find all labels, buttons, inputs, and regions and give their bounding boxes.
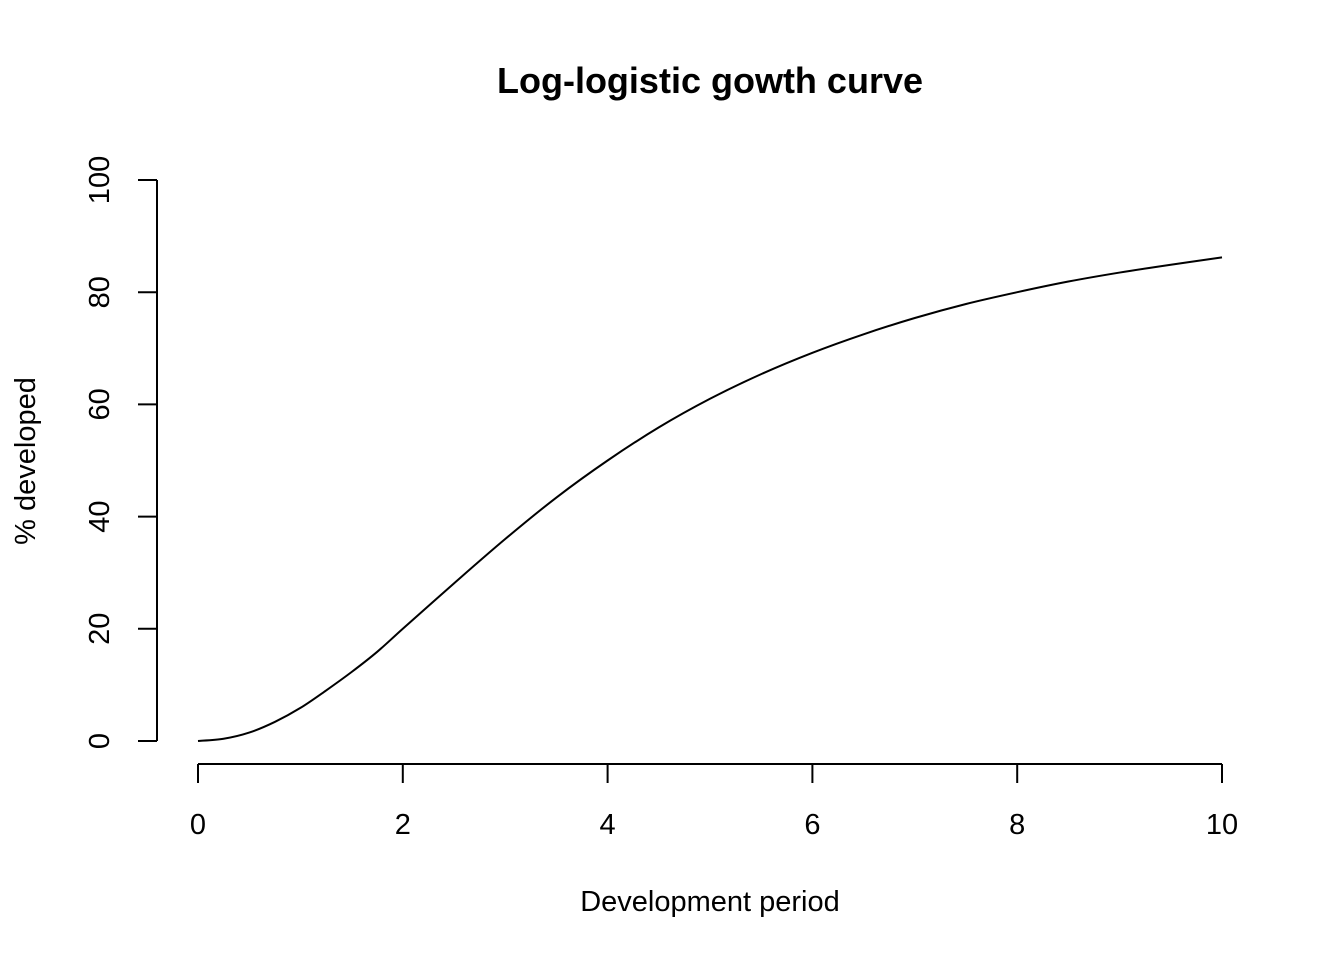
x-axis-label: Development period	[580, 886, 840, 918]
y-tick-label: 0	[84, 733, 116, 749]
chart-title: Log-logistic gowth curve	[497, 60, 923, 101]
y-axis-label: % developed	[10, 377, 42, 545]
y-tick-label: 100	[84, 156, 116, 204]
x-tick-label: 0	[190, 809, 206, 841]
y-tick-label: 80	[84, 276, 116, 308]
x-tick-label: 10	[1206, 809, 1238, 841]
series-line	[197, 256, 1223, 742]
y-tick-label: 40	[84, 500, 116, 532]
x-tick-label: 8	[1009, 809, 1025, 841]
x-tick-label: 2	[395, 809, 411, 841]
y-axis: 0 20 40 60 80 100	[84, 156, 158, 749]
x-axis: 0 2 4 6 8 10	[190, 763, 1238, 841]
x-tick-label: 6	[804, 809, 820, 841]
y-tick-label: 60	[84, 388, 116, 420]
y-tick-label: 20	[84, 613, 116, 645]
x-tick-label: 4	[600, 809, 616, 841]
